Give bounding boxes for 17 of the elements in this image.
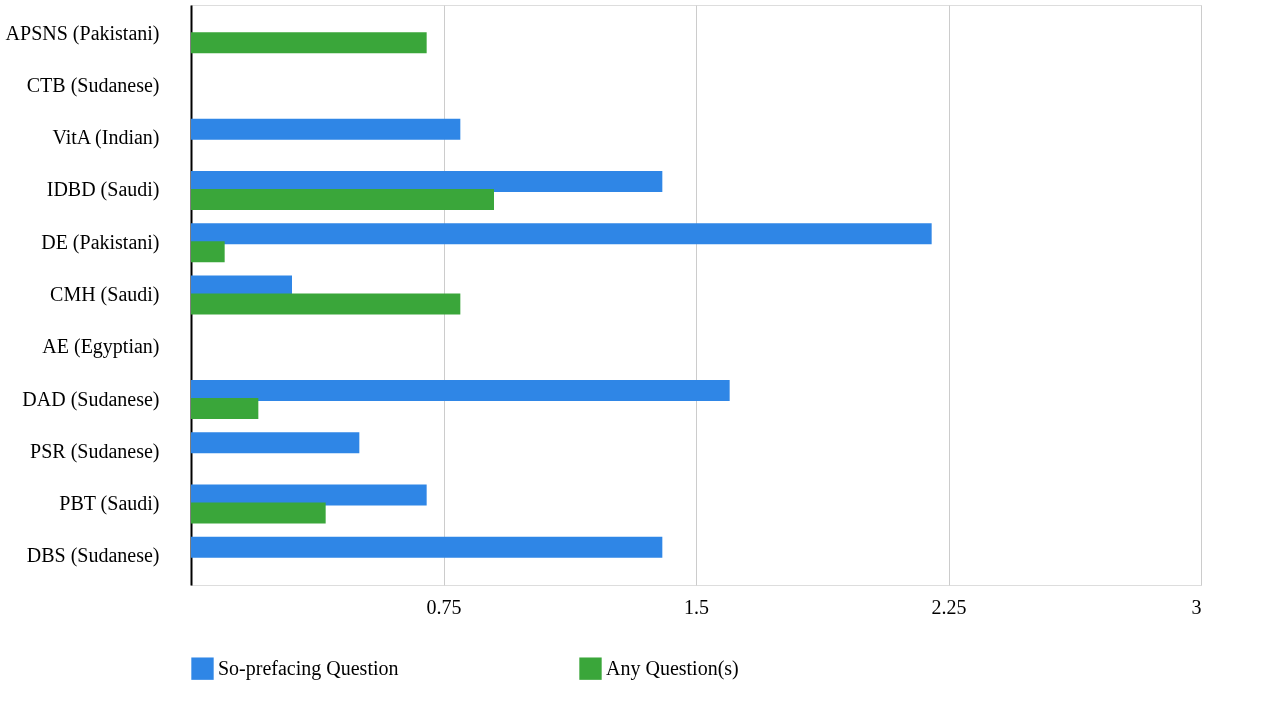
x-tick-label: 2.25	[931, 595, 967, 618]
y-tick-label: IDBD (Saudi)	[46, 178, 160, 202]
y-tick-label: APSNS (Pakistani)	[5, 21, 160, 45]
x-tick-label: 3	[1191, 595, 1202, 618]
y-tick-label: CTB (Sudanese)	[26, 73, 160, 97]
y-tick-label: PSR (Sudanese)	[30, 439, 160, 463]
legend-label: Any Question(s)	[606, 656, 739, 680]
x-tick-label: 0.75	[426, 595, 462, 618]
y-tick-label: AE (Egyptian)	[42, 335, 160, 359]
y-tick-label: DBS (Sudanese)	[26, 544, 160, 568]
y-tick-label: DE (Pakistani)	[41, 230, 160, 254]
legend-label: So-prefacing Question	[218, 656, 399, 680]
y-tick-label: PBT (Saudi)	[59, 492, 160, 516]
y-tick-label: VitA (Indian)	[52, 126, 160, 150]
y-tick-label: CMH (Saudi)	[50, 283, 160, 306]
x-tick-label: 1.5	[684, 595, 709, 618]
y-tick-label: DAD (Sudanese)	[22, 387, 160, 411]
